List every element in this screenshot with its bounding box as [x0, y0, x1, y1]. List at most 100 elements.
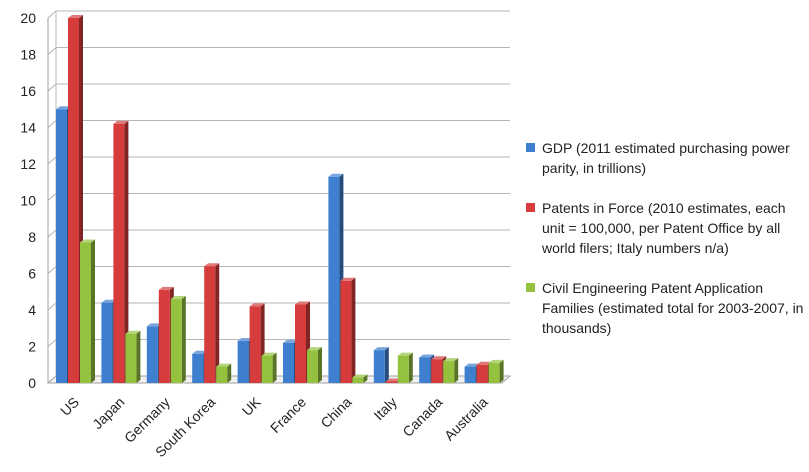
- bar-side: [136, 330, 141, 383]
- bar-front: [295, 304, 306, 383]
- bar-top: [170, 296, 186, 300]
- bar-front: [443, 361, 455, 383]
- bar-front: [419, 357, 431, 383]
- bar-top: [204, 263, 220, 267]
- gridline: [47, 47, 510, 55]
- bar-front: [192, 353, 204, 383]
- bar: [204, 263, 220, 383]
- bar-top: [385, 378, 401, 382]
- bar-side: [454, 358, 459, 383]
- bar: [216, 363, 232, 383]
- bar: [397, 352, 413, 383]
- legend-swatch-civil-engineering: [526, 283, 535, 292]
- bar-top: [397, 352, 413, 356]
- y-tick-label: 10: [20, 193, 36, 209]
- bar-top: [68, 15, 83, 18]
- bar-top: [158, 286, 174, 290]
- legend-label-gdp: GDP (2011 estimated purchasing power par…: [542, 140, 790, 176]
- x-tick-label: Japan: [89, 394, 127, 432]
- bar-side: [227, 363, 232, 383]
- bars: [56, 15, 504, 383]
- bar-front: [373, 350, 385, 383]
- legend-label-patents: Patents in Force (2010 estimates, each u…: [542, 200, 786, 256]
- gridline: [47, 83, 510, 92]
- bar-side: [272, 352, 277, 383]
- bar-front: [113, 123, 125, 383]
- y-tick-label: 18: [20, 47, 36, 63]
- bar-side: [181, 296, 186, 383]
- bar: [488, 359, 504, 383]
- bar-side: [91, 239, 95, 383]
- bar: [113, 120, 129, 383]
- gridline: [47, 10, 510, 19]
- bar: [80, 239, 95, 383]
- bar-top: [373, 347, 389, 351]
- y-tick-label: 16: [20, 83, 36, 99]
- legend-swatch-gdp: [526, 143, 535, 152]
- x-tick-label: France: [267, 394, 309, 436]
- bar-front: [488, 362, 500, 383]
- bar: [307, 347, 322, 383]
- y-tick-label: 2: [28, 339, 36, 355]
- bar-front: [158, 289, 170, 383]
- bar: [443, 358, 459, 383]
- bar-front: [146, 326, 158, 383]
- legend-item-civil-engineering: Civil Engineering Patent Application Fam…: [526, 278, 806, 338]
- bar-top: [237, 338, 253, 342]
- y-tick-label: 20: [20, 10, 36, 26]
- bar-top: [113, 120, 129, 124]
- bar: [340, 277, 356, 383]
- bar-front: [476, 364, 488, 383]
- bar-top: [443, 358, 459, 362]
- bar-top: [80, 239, 95, 243]
- bar-front: [204, 266, 216, 383]
- bar-front: [431, 359, 443, 383]
- bar-top: [249, 303, 265, 307]
- bar-top: [192, 350, 208, 354]
- bar-front: [56, 109, 67, 383]
- bar-front: [216, 366, 228, 383]
- bar-top: [488, 359, 504, 363]
- y-tick-label: 8: [28, 229, 36, 245]
- bar-top: [352, 374, 368, 378]
- bar-top: [419, 354, 435, 358]
- x-tick-label: Canada: [399, 394, 445, 440]
- x-tick-label: US: [57, 394, 82, 419]
- bar-front: [397, 355, 409, 383]
- bar-front: [125, 333, 137, 383]
- bar-side: [351, 277, 356, 383]
- bar-top: [295, 301, 310, 305]
- bar-front: [261, 355, 273, 383]
- bar-side: [318, 347, 322, 383]
- legend-item-patents: Patents in Force (2010 estimates, each u…: [526, 198, 806, 258]
- bar-top: [431, 356, 447, 360]
- bar-side: [363, 374, 368, 383]
- bar-top: [56, 106, 71, 110]
- legend-label-civil-engineering: Civil Engineering Patent Application Fam…: [542, 280, 804, 336]
- bar: [352, 374, 368, 383]
- legend-swatch-patents: [526, 203, 535, 212]
- bar-front: [249, 306, 261, 383]
- bar-front: [352, 377, 364, 383]
- y-tick-label: 0: [28, 375, 36, 391]
- legend-item-gdp: GDP (2011 estimated purchasing power par…: [526, 138, 806, 178]
- bar-top: [476, 361, 492, 365]
- bar: [261, 352, 277, 383]
- bar-front: [340, 280, 352, 383]
- bar-top: [328, 173, 344, 177]
- bar-front: [307, 350, 318, 383]
- legend: GDP (2011 estimated purchasing power par…: [526, 138, 806, 358]
- bar-side: [408, 352, 413, 383]
- bar: [373, 347, 389, 383]
- bar-side: [499, 359, 504, 383]
- bar-side: [215, 263, 220, 383]
- x-tick-label: UK: [239, 393, 265, 419]
- y-tick-label: 6: [28, 266, 36, 282]
- bar-top: [340, 277, 356, 281]
- bar-top: [261, 352, 277, 356]
- bar-front: [80, 242, 91, 383]
- bar-front: [464, 366, 476, 383]
- bar-top: [283, 339, 298, 343]
